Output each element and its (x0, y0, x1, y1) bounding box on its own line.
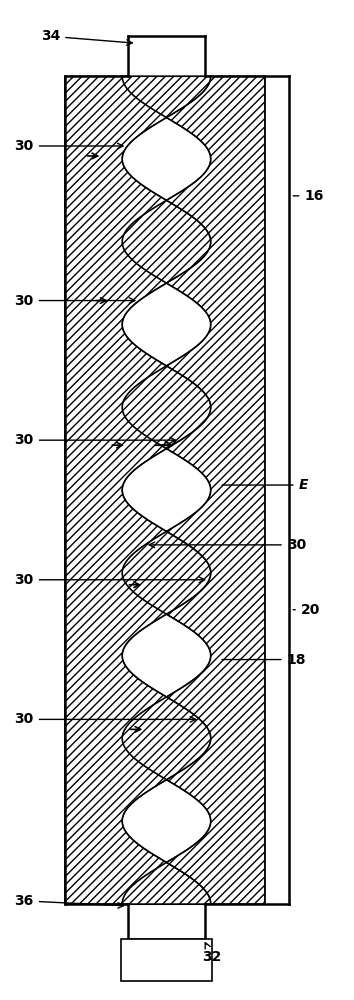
Bar (65, 76, 114, 904)
Bar (265, 76, 289, 904)
Bar (65, 76, 114, 904)
Text: 36: 36 (15, 894, 124, 908)
Polygon shape (65, 76, 211, 904)
Polygon shape (122, 76, 265, 904)
Text: 20: 20 (293, 603, 320, 617)
Text: 30: 30 (15, 139, 123, 153)
Bar (121, 939, 212, 981)
Text: 32: 32 (202, 943, 222, 964)
Text: 18: 18 (222, 653, 306, 667)
Text: 34: 34 (41, 29, 132, 45)
Text: 30: 30 (15, 294, 135, 308)
Bar (65, 76, 289, 904)
Text: 16: 16 (293, 189, 324, 203)
Text: 30: 30 (149, 538, 306, 552)
Text: 30: 30 (15, 433, 176, 447)
Text: 30: 30 (15, 712, 196, 726)
Text: 30: 30 (15, 573, 205, 587)
Text: E: E (222, 478, 308, 492)
